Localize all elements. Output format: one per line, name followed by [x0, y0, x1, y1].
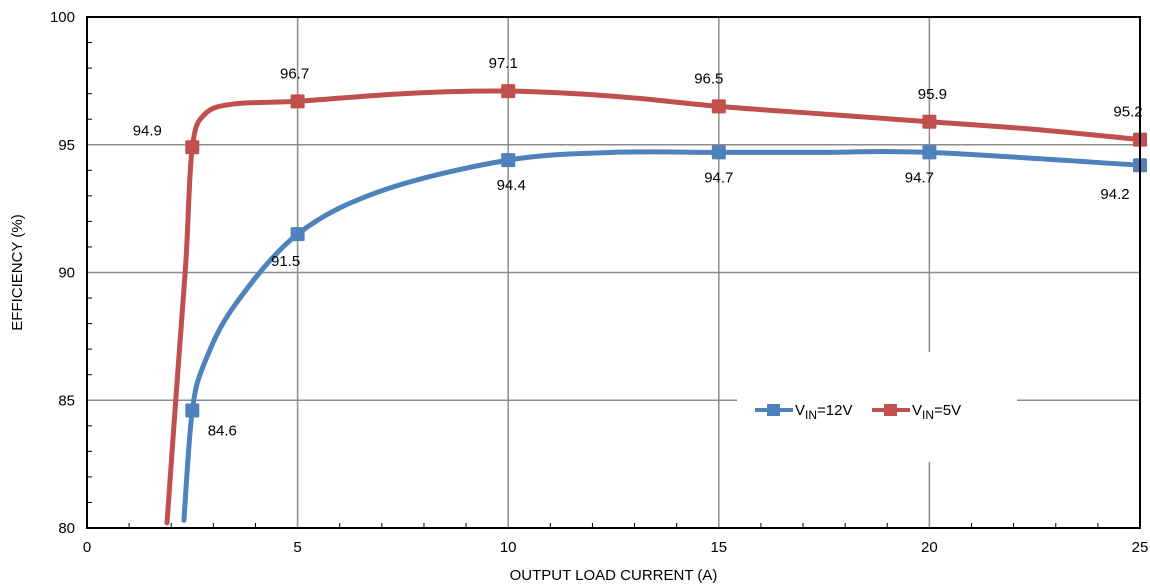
series-line-0	[181, 148, 1143, 523]
y-tick-label: 80	[58, 520, 75, 537]
y-tick-label: 85	[58, 392, 75, 409]
data-label: 94.7	[704, 169, 733, 186]
legend-label: VIN=12V	[795, 402, 852, 422]
data-label: 94.2	[1100, 186, 1129, 203]
data-point-marker	[711, 99, 726, 114]
y-tick-label: 100	[50, 9, 75, 26]
data-label: 95.2	[1113, 104, 1142, 121]
data-point-marker	[185, 140, 200, 155]
data-label: 94.9	[133, 122, 162, 139]
legend: VIN=12V VIN=5V	[737, 352, 1017, 462]
y-tick-label: 95	[58, 137, 75, 154]
y-tick-label: 90	[58, 265, 75, 282]
x-tick-label: 20	[921, 539, 938, 556]
data-point-marker	[922, 114, 937, 129]
legend-label-subscript: IN	[922, 408, 934, 422]
data-label: 96.5	[694, 70, 723, 87]
tick-labels: 80 85 90 95 100 0 5 10 15 20 25	[50, 9, 1148, 556]
data-label: 91.5	[271, 253, 300, 270]
y-axis-label: EFFICIENCY (%)	[9, 214, 26, 330]
series-line-1	[164, 88, 1143, 526]
x-tick-label: 0	[83, 539, 91, 556]
data-point-marker	[922, 145, 937, 160]
data-point-marker	[290, 94, 305, 109]
x-axis-label: OUTPUT LOAD CURRENT (A)	[510, 567, 718, 584]
legend-label-suffix: =5V	[934, 402, 961, 419]
data-point-marker	[185, 403, 200, 418]
legend-marker	[767, 404, 780, 416]
legend-label-suffix: =12V	[817, 402, 852, 419]
data-label: 95.9	[918, 86, 947, 103]
legend-marker	[884, 404, 897, 416]
data-point-marker	[290, 227, 305, 242]
x-tick-label: 10	[500, 539, 517, 556]
data-points	[185, 84, 1147, 418]
data-labels: 84.6 91.5 94.4 94.7 94.7 94.2 94.9 96.7 97.1 96.5…	[133, 55, 1143, 439]
legend-label-main: V	[912, 402, 922, 419]
data-label: 94.4	[497, 177, 526, 194]
data-label: 84.6	[208, 422, 237, 439]
plot-frame	[86, 16, 1141, 529]
legend-label: VIN=5V	[912, 402, 961, 422]
x-tick-label: 15	[710, 539, 727, 556]
data-label: 96.7	[280, 65, 309, 82]
data-label: 94.7	[905, 169, 934, 186]
data-point-marker	[501, 84, 516, 99]
data-point-marker	[501, 153, 516, 168]
legend-label-main: V	[795, 402, 805, 419]
data-label: 97.1	[489, 55, 518, 72]
legend-label-subscript: IN	[805, 408, 817, 422]
data-point-marker	[711, 145, 726, 160]
x-tick-label: 5	[293, 539, 301, 556]
legend-box	[737, 352, 1017, 462]
x-tick-label: 25	[1132, 539, 1149, 556]
